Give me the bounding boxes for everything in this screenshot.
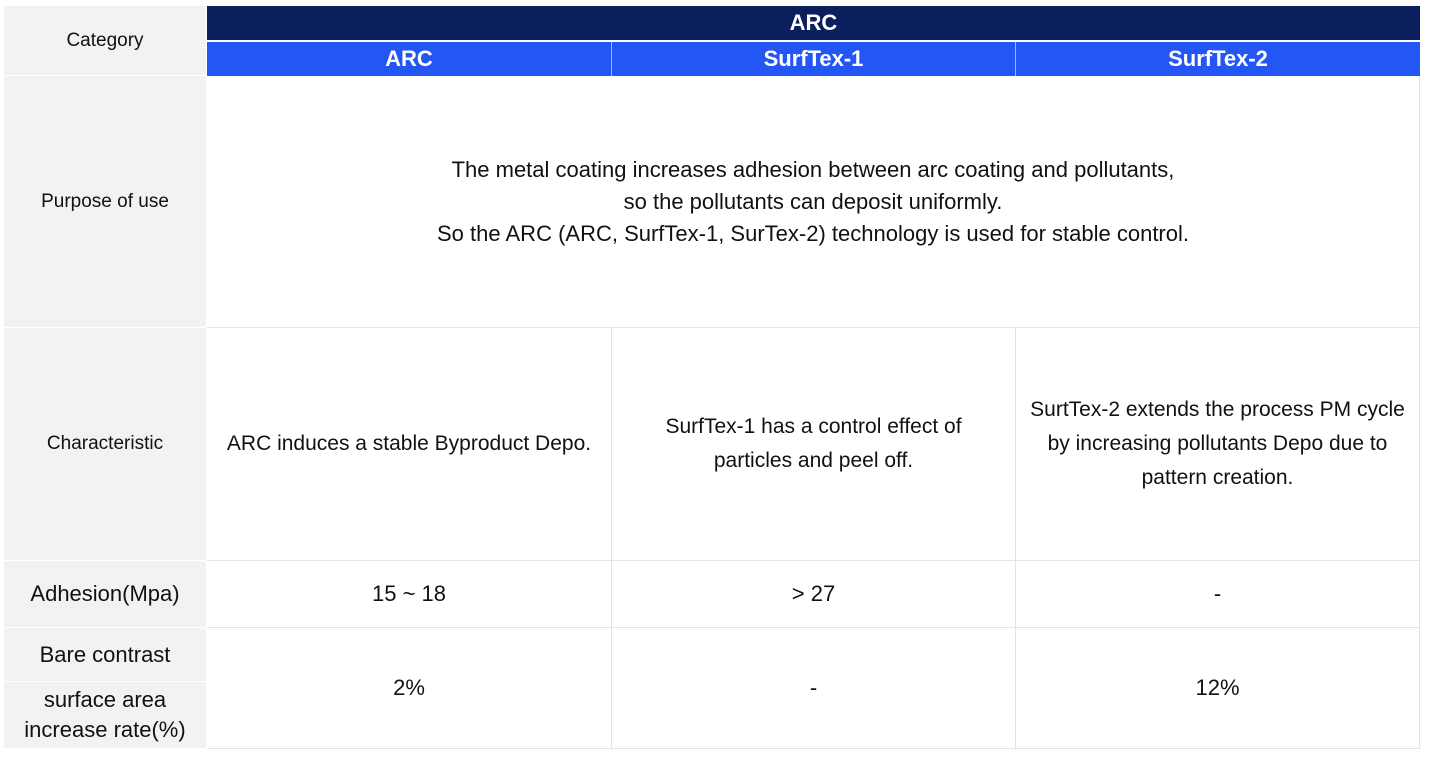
group-header-label: ARC bbox=[789, 10, 838, 35]
category-header-label: Category bbox=[66, 29, 144, 51]
characteristic-label-cell: Characteristic bbox=[4, 328, 207, 561]
column-header-surftex-2: SurfTex-2 bbox=[1016, 42, 1420, 76]
spec-table: Category ARC ARC SurfTex-1 SurfTex-2 Pur… bbox=[4, 6, 1420, 749]
characteristic-cell-arc: ARC induces a stable Byproduct Depo. bbox=[207, 328, 612, 561]
surface-label-top: Bare contrast bbox=[39, 641, 171, 667]
column-header-label: ARC bbox=[385, 46, 433, 71]
adhesion-cell-arc: 15 ~ 18 bbox=[207, 561, 612, 628]
characteristic-cell-surftex-2: SurtTex-2 extends the process PM cycle b… bbox=[1016, 328, 1420, 561]
characteristic-value: SurtTex-2 extends the process PM cycle b… bbox=[1030, 398, 1405, 489]
surface-cell-surftex-2: 12% bbox=[1016, 628, 1420, 749]
purpose-line-2: so the pollutants can deposit uniformly. bbox=[623, 188, 1003, 214]
characteristic-value: ARC induces a stable Byproduct Depo. bbox=[226, 432, 592, 455]
adhesion-value: - bbox=[1213, 581, 1222, 606]
surface-value: - bbox=[809, 675, 818, 700]
column-header-label: SurfTex-2 bbox=[1168, 46, 1268, 71]
group-header: ARC bbox=[207, 6, 1420, 42]
characteristic-cell-surftex-1: SurfTex-1 has a control effect of partic… bbox=[612, 328, 1016, 561]
purpose-cell: The metal coating increases adhesion bet… bbox=[207, 76, 1420, 328]
characteristic-value: SurfTex-1 has a control effect of partic… bbox=[665, 415, 962, 472]
category-header: Category bbox=[4, 6, 207, 76]
column-header-label: SurfTex-1 bbox=[763, 46, 864, 71]
surface-value: 12% bbox=[1195, 675, 1240, 700]
adhesion-cell-surftex-1: > 27 bbox=[612, 561, 1016, 628]
adhesion-label-cell: Adhesion(Mpa) bbox=[4, 561, 207, 628]
purpose-label: Purpose of use bbox=[41, 190, 169, 212]
characteristic-label: Characteristic bbox=[46, 433, 164, 454]
purpose-line-3: So the ARC (ARC, SurfTex-1, SurTex-2) te… bbox=[437, 220, 1189, 246]
adhesion-value: 15 ~ 18 bbox=[371, 581, 446, 606]
column-header-arc: ARC bbox=[207, 42, 612, 76]
surface-label-top-cell: Bare contrast bbox=[4, 628, 207, 682]
surface-cell-surftex-1: - bbox=[612, 628, 1016, 749]
surface-label-bottom-cell: surface area increase rate(%) bbox=[4, 682, 207, 749]
adhesion-cell-surftex-2: - bbox=[1016, 561, 1420, 628]
surface-value: 2% bbox=[393, 675, 425, 700]
surface-cell-arc: 2% bbox=[207, 628, 612, 749]
adhesion-value: > 27 bbox=[791, 581, 836, 606]
column-header-surftex-1: SurfTex-1 bbox=[612, 42, 1016, 76]
purpose-line-1: The metal coating increases adhesion bet… bbox=[451, 156, 1175, 182]
purpose-label-cell: Purpose of use bbox=[4, 76, 207, 328]
adhesion-label: Adhesion(Mpa) bbox=[30, 581, 180, 606]
surface-label-bottom: surface area increase rate(%) bbox=[24, 687, 186, 742]
